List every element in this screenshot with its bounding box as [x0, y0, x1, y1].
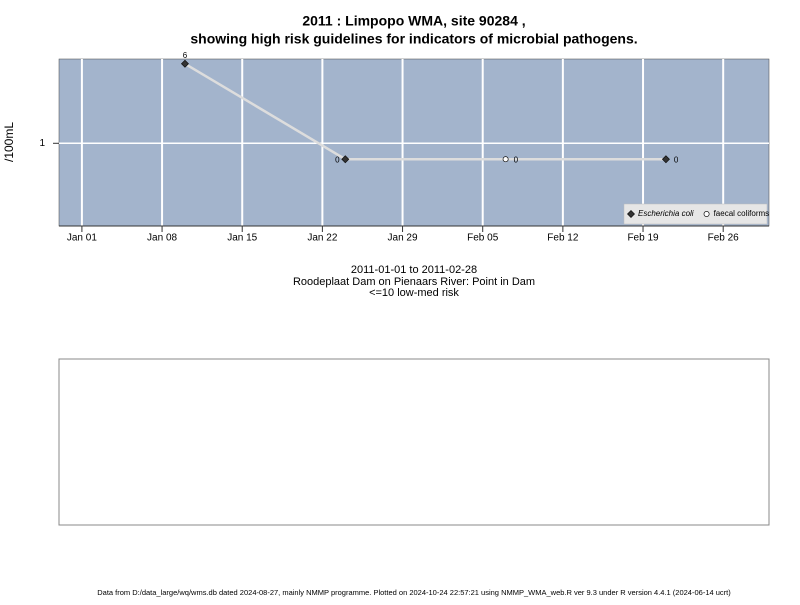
- y-axis-label: /100mL: [2, 122, 16, 162]
- point: [661, 155, 670, 164]
- note: Roodeplaat Dam on Pienaars River: Point …: [293, 276, 535, 288]
- plot-area: [58, 58, 770, 227]
- x-tick-label: Jan 01: [67, 233, 97, 244]
- point: [703, 211, 710, 217]
- note: <=10 low-med risk: [369, 287, 459, 299]
- x-tick-label: Jan 22: [307, 233, 337, 244]
- note: 2011-01-01 to 2011-02-28: [351, 264, 477, 276]
- empty-panel: [58, 358, 770, 526]
- data-label: 0: [514, 155, 519, 164]
- x-tick-label: Feb 05: [467, 233, 499, 244]
- point: [502, 156, 509, 163]
- legend-label: faecal coliforms: [714, 209, 770, 218]
- data-label: 0: [674, 155, 679, 164]
- x-tick-label: Jan 15: [227, 233, 257, 244]
- chart-subtitle: showing high risk guidelines for indicat…: [190, 31, 637, 47]
- point: [180, 59, 189, 68]
- point: [341, 155, 350, 164]
- x-tick-label: Jan 08: [147, 233, 177, 244]
- legend-box: [623, 203, 768, 225]
- chart-title: 2011 : Limpopo WMA, site 90284 ,: [302, 13, 525, 29]
- data-label: 0: [335, 155, 340, 164]
- x-tick-label: Jan 29: [388, 233, 418, 244]
- footer: Data from D:/data_large/wq/wms.db dated …: [97, 588, 731, 597]
- y-tick-label: 1: [39, 138, 45, 149]
- data-label: 6: [183, 51, 188, 60]
- x-tick-label: Feb 19: [627, 233, 659, 244]
- x-tick-label: Feb 12: [547, 233, 579, 244]
- point: [627, 210, 635, 218]
- legend-label: Escherichia coli: [638, 209, 694, 218]
- x-tick-label: Feb 26: [708, 233, 740, 244]
